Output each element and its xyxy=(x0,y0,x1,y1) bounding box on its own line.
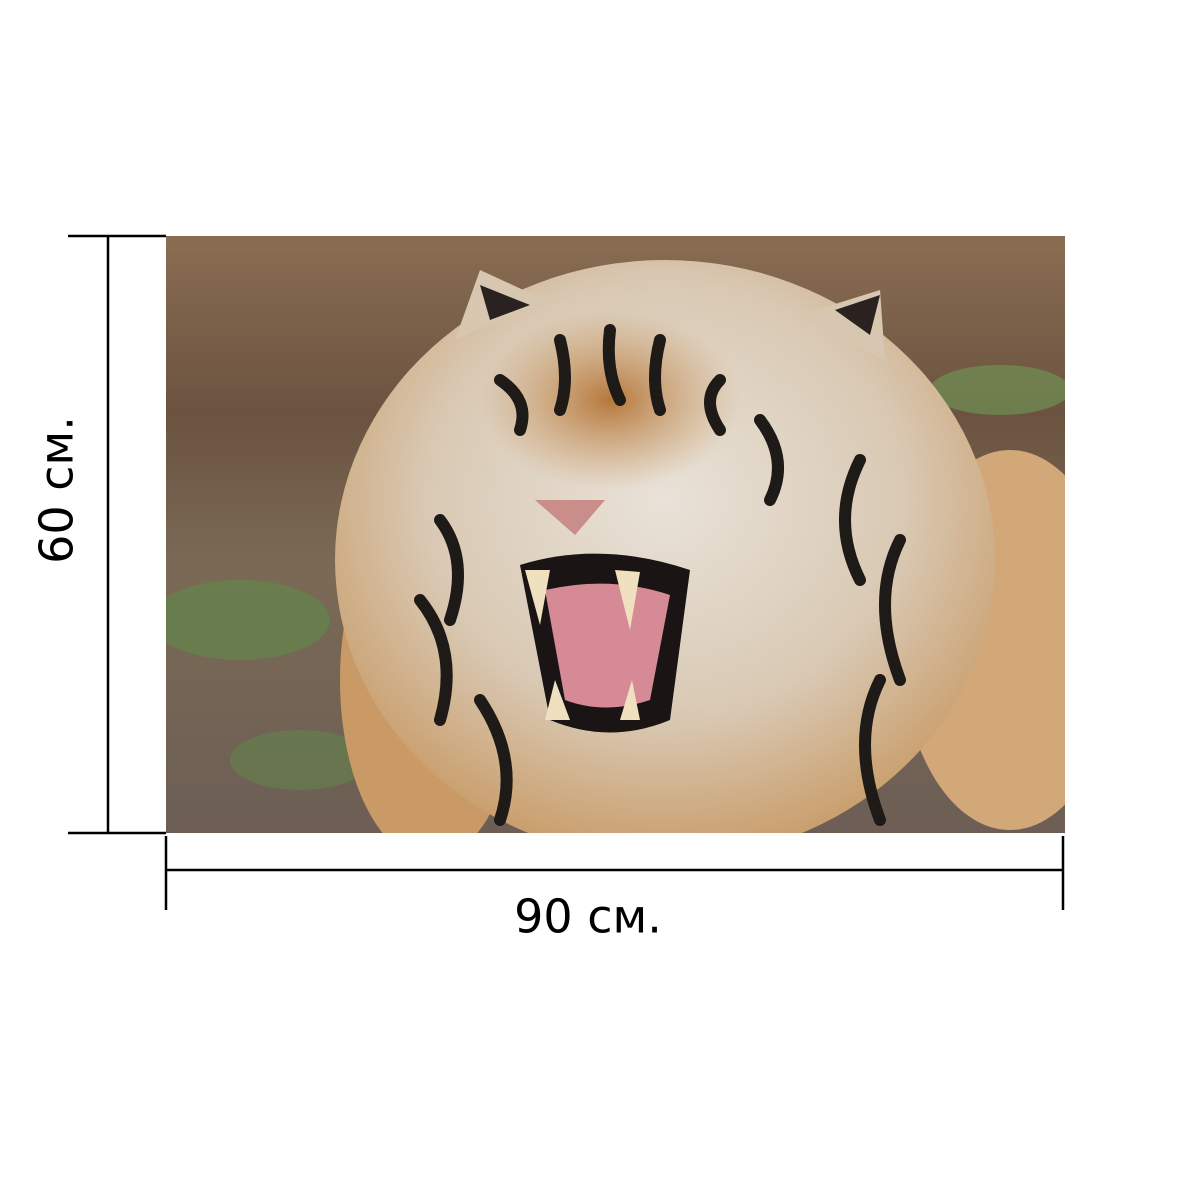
width-label: 90 см. xyxy=(514,890,662,944)
height-label: 60 см. xyxy=(30,416,84,564)
photo xyxy=(166,236,1065,833)
dimension-lines xyxy=(68,234,1065,910)
